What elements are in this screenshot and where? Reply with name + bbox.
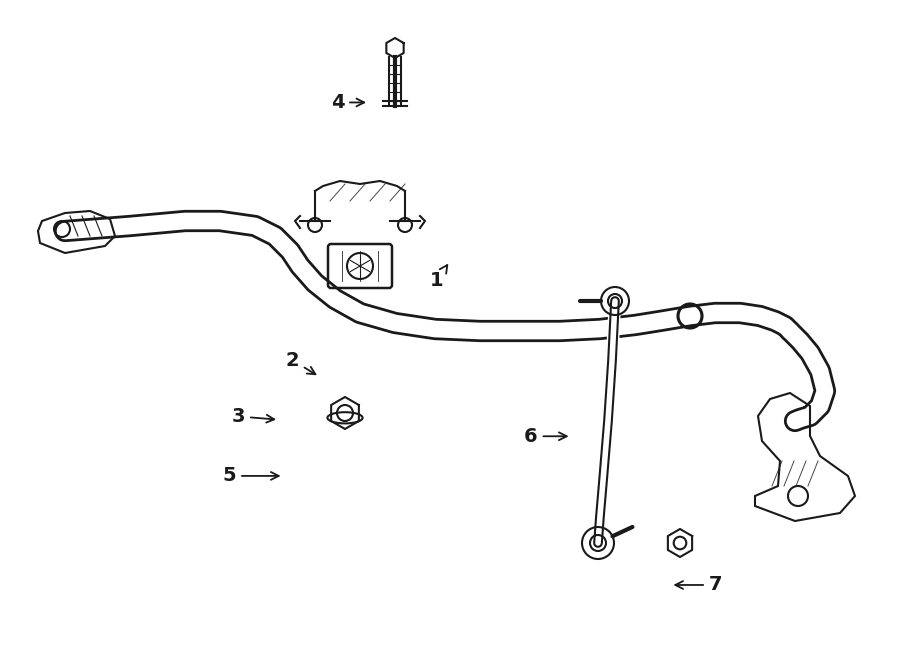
Text: 2: 2 [285, 351, 315, 374]
Text: 1: 1 [429, 265, 447, 290]
Text: 4: 4 [330, 93, 365, 112]
Text: 7: 7 [675, 576, 722, 594]
Text: 3: 3 [232, 407, 274, 426]
Text: 5: 5 [222, 467, 279, 485]
Text: 6: 6 [524, 427, 567, 446]
